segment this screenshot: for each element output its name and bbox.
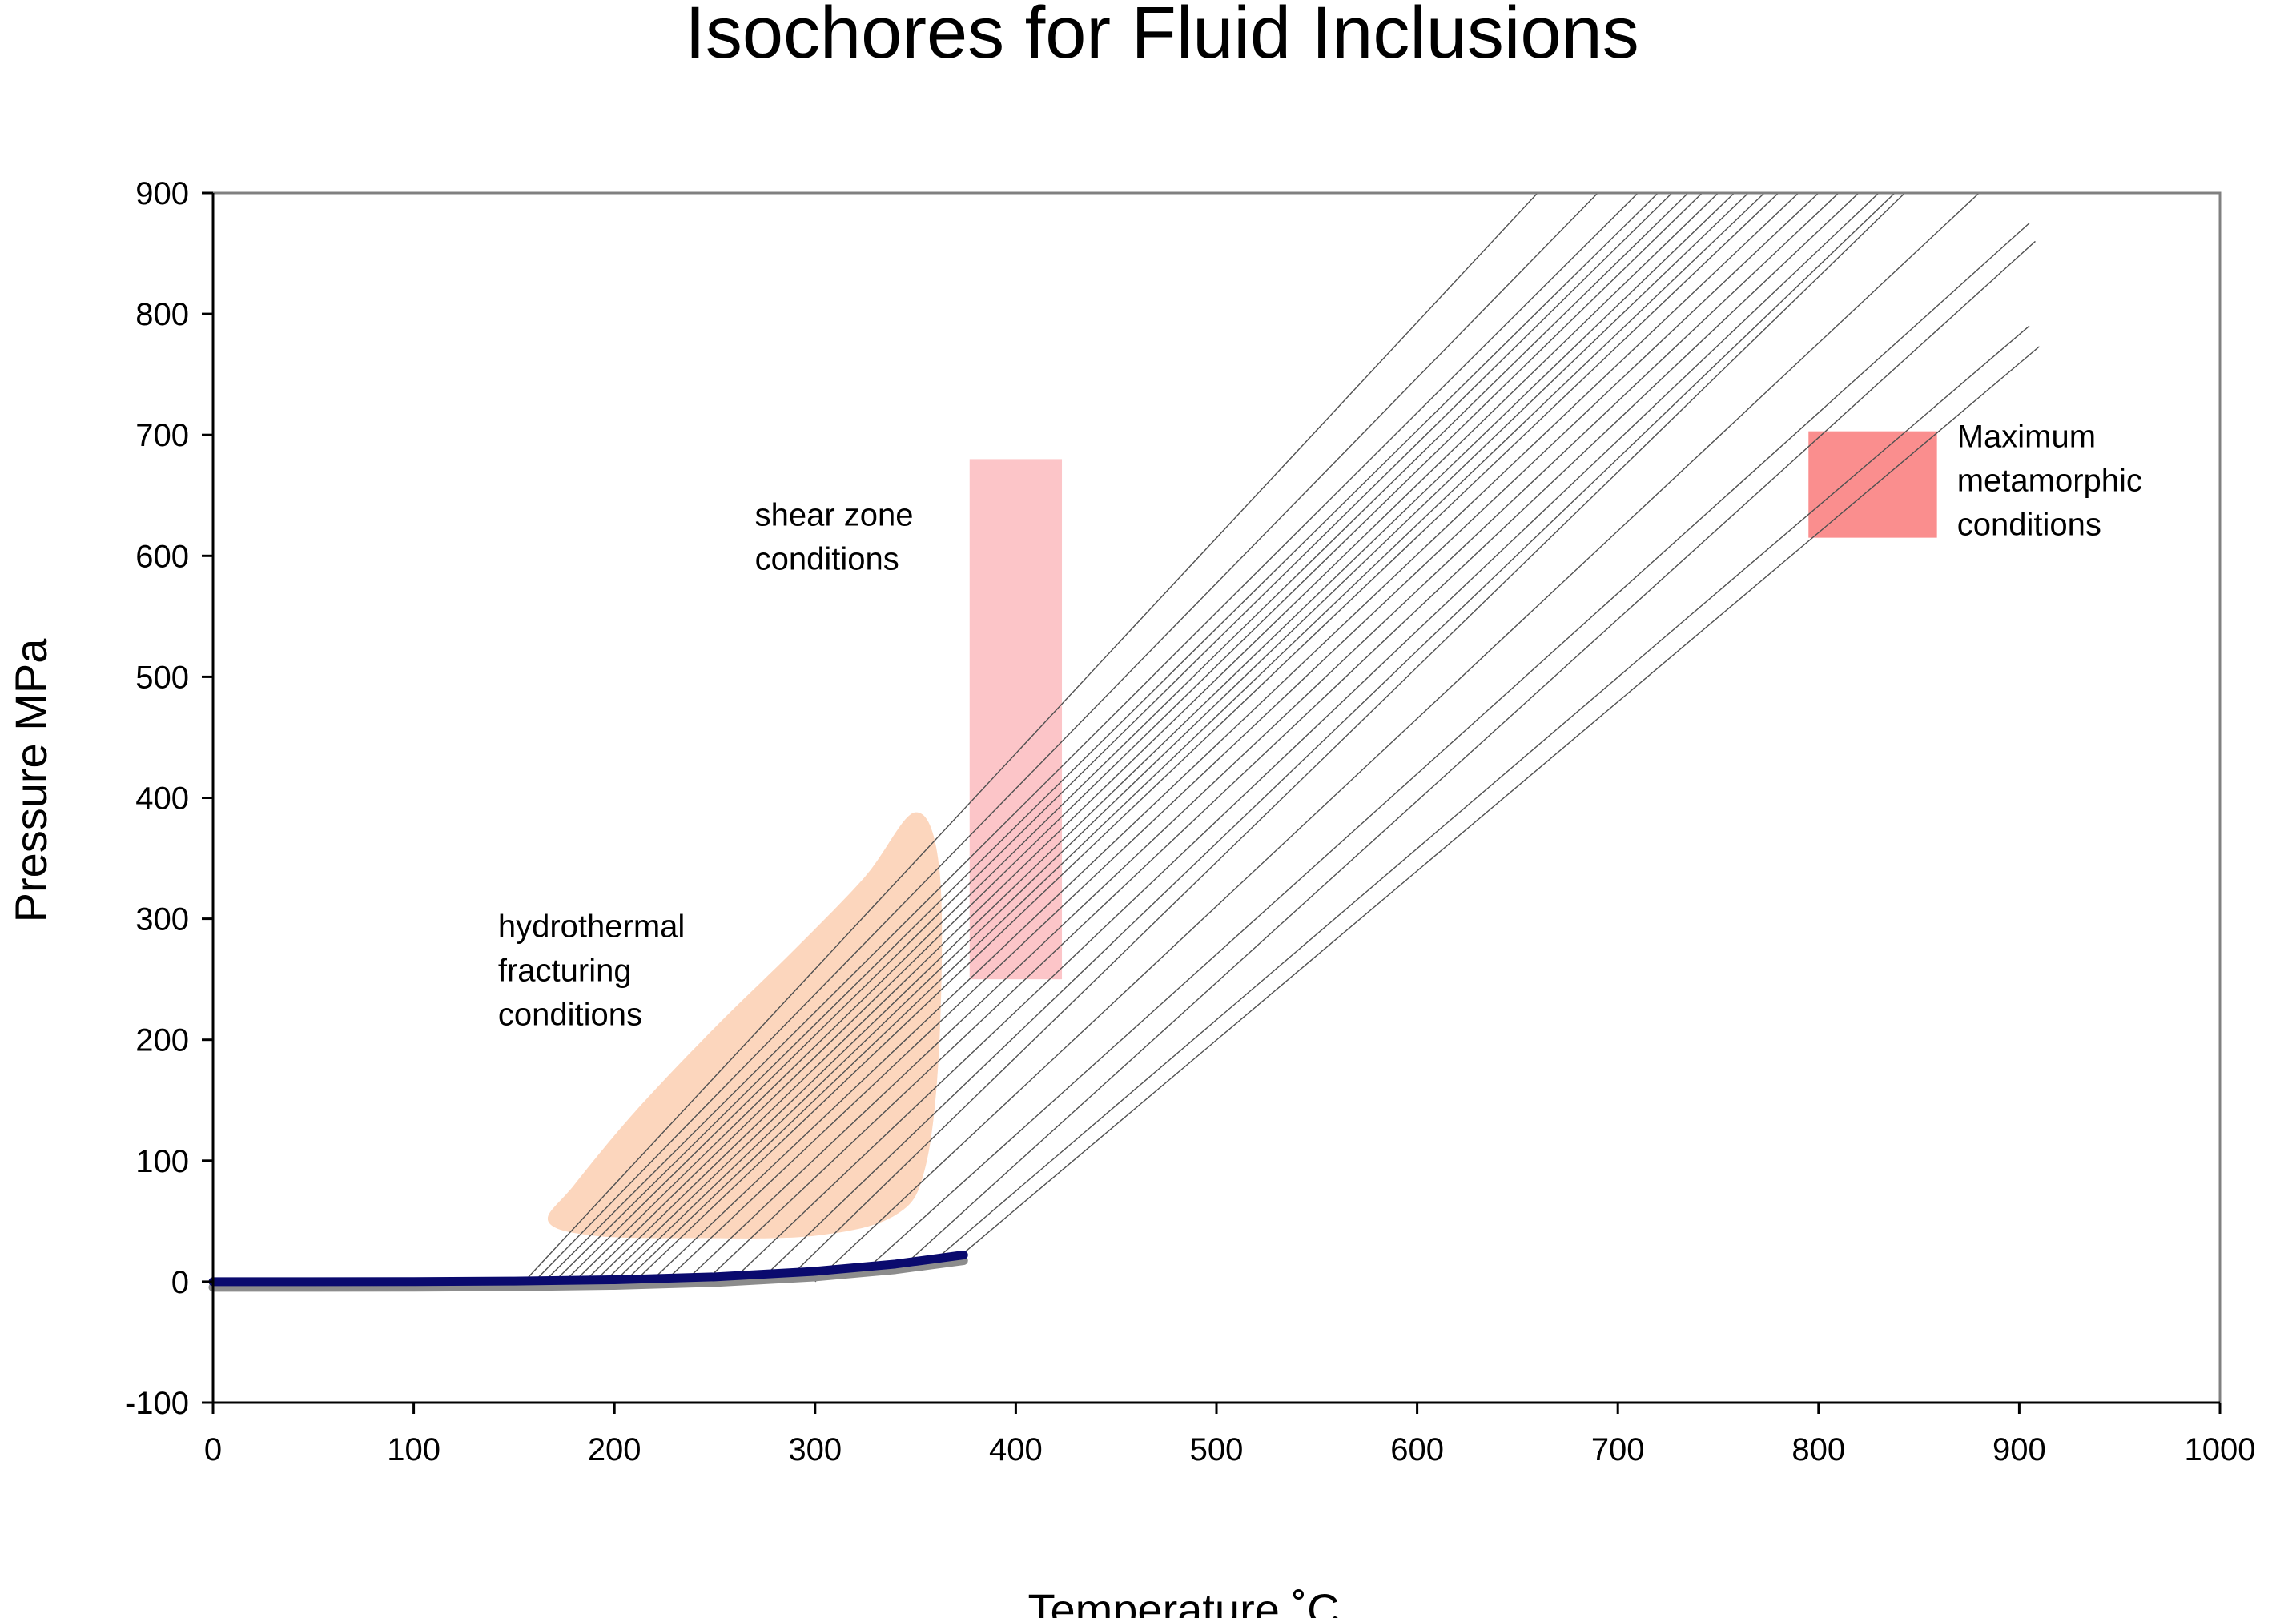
hydrothermal-label: conditions xyxy=(498,997,642,1032)
x-tick-label: 400 xyxy=(989,1432,1043,1467)
isochore-line xyxy=(564,192,1673,1283)
x-tick-label: 300 xyxy=(788,1432,842,1467)
y-tick-label: 800 xyxy=(135,297,189,332)
isochore-line xyxy=(633,192,1779,1283)
chart-title: Isochores for Fluid Inclusions xyxy=(685,0,1639,74)
isochores-layer xyxy=(523,192,2040,1283)
y-tick-label: 200 xyxy=(135,1023,189,1058)
plot-frame xyxy=(211,191,2222,1404)
isochore-line xyxy=(758,192,1896,1283)
y-tick-label: -100 xyxy=(125,1386,189,1421)
y-axis-ticks: 900 800 700 600 500 400 300 200 100 0 -100 xyxy=(125,176,213,1421)
y-tick-label: 600 xyxy=(135,539,189,574)
isochore-line xyxy=(553,192,1659,1283)
hydrothermal-label: hydrothermal xyxy=(498,909,685,944)
isochore-line xyxy=(533,192,1598,1283)
y-tick-label: 0 xyxy=(171,1265,189,1300)
isochore-line xyxy=(604,192,1735,1283)
metamorphic-region xyxy=(1808,431,1937,538)
metamorphic-label: conditions xyxy=(1957,507,2101,542)
y-tick-label: 400 xyxy=(135,781,189,817)
isochore-line xyxy=(624,192,1765,1283)
y-tick-label: 500 xyxy=(135,660,189,695)
shear_zone-label: conditions xyxy=(755,542,899,577)
x-axis-ticks: 0 100 200 300 400 500 600 700 800 900 1000 xyxy=(204,1403,2256,1467)
isochore-line xyxy=(730,192,1880,1283)
shear_zone-label: shear zone xyxy=(755,498,914,533)
x-tick-label: 100 xyxy=(387,1432,440,1467)
annotations-layer: hydrothermal fracturing conditions shear zo… xyxy=(498,419,2142,1032)
x-tick-label: 800 xyxy=(1791,1432,1845,1467)
y-tick-label: 700 xyxy=(135,418,189,453)
isochore-line xyxy=(684,192,1840,1283)
y-tick-label: 100 xyxy=(135,1144,189,1179)
metamorphic-label: metamorphic xyxy=(1957,463,2142,498)
isochore-line xyxy=(955,346,2040,1261)
isochore-line xyxy=(814,192,1980,1283)
y-tick-label: 900 xyxy=(135,176,189,211)
hydrothermal-label: fracturing xyxy=(498,953,632,988)
isochore-line xyxy=(929,325,2030,1266)
x-tick-label: 600 xyxy=(1390,1432,1444,1467)
isochore-line xyxy=(784,192,1906,1283)
x-tick-label: 500 xyxy=(1190,1432,1244,1467)
x-tick-label: 0 xyxy=(204,1432,222,1467)
x-tick-label: 700 xyxy=(1591,1432,1645,1467)
isochore-line xyxy=(899,240,2036,1271)
isochore-line xyxy=(649,192,1799,1283)
isochore-line xyxy=(613,192,1749,1283)
isochore-line xyxy=(858,223,2030,1276)
isochore-line xyxy=(593,192,1719,1283)
boiling-curve-layer xyxy=(208,1251,968,1292)
shear_zone-region xyxy=(969,459,1063,980)
isochore-line xyxy=(543,192,1639,1283)
boiling-curve xyxy=(208,1251,968,1287)
isochore-line xyxy=(584,192,1703,1283)
isochore-line xyxy=(523,192,1538,1283)
x-tick-label: 900 xyxy=(1992,1432,2046,1467)
isochore-line xyxy=(573,192,1689,1283)
isochore-line xyxy=(704,192,1860,1283)
y-axis-label: Pressure MPa xyxy=(6,638,56,923)
x-axis-label: Temperature ˚C xyxy=(1027,1584,1339,1618)
x-tick-label: 200 xyxy=(588,1432,641,1467)
x-tick-label: 1000 xyxy=(2185,1432,2256,1467)
boiling-curve-shadow xyxy=(208,1256,968,1292)
metamorphic-label: Maximum xyxy=(1957,419,2096,454)
y-tick-label: 300 xyxy=(135,902,189,937)
isochore-line xyxy=(664,192,1820,1283)
